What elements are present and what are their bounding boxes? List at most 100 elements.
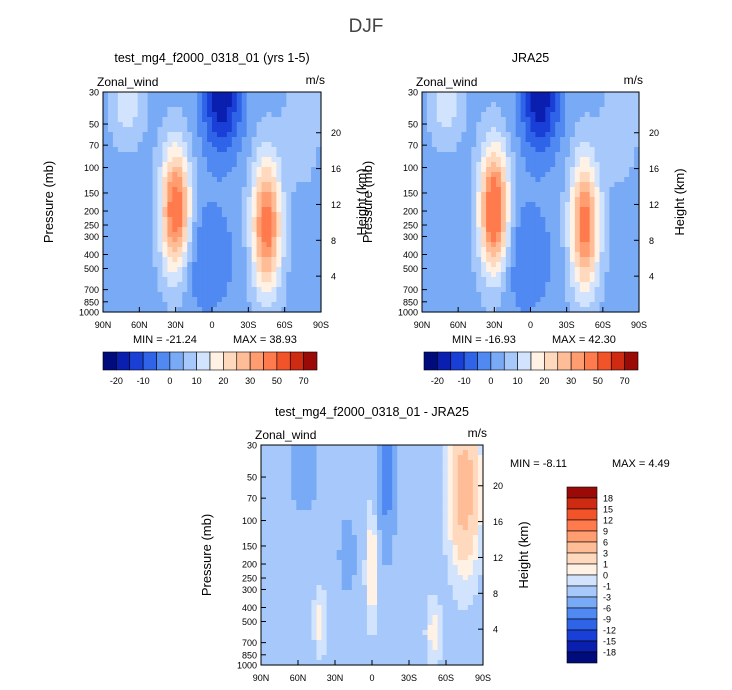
field-cell	[117, 122, 124, 128]
field-cell	[212, 252, 218, 258]
field-cell	[202, 297, 208, 303]
field-cell	[162, 252, 168, 258]
field-cell	[122, 262, 129, 268]
field-cell	[326, 640, 333, 646]
field-cell	[256, 222, 263, 228]
field-cell	[306, 450, 313, 456]
field-cell	[157, 287, 164, 293]
field-cell	[216, 252, 223, 258]
field-cell	[476, 212, 482, 218]
field-cell	[569, 107, 576, 113]
field-cell	[266, 565, 272, 571]
field-cell	[281, 630, 287, 636]
field-cell	[530, 142, 537, 148]
field-cell	[286, 97, 292, 103]
field-cell	[177, 202, 183, 208]
field-cell	[321, 505, 328, 511]
field-cell	[486, 247, 492, 253]
field-cell	[456, 142, 463, 148]
field-cell	[266, 560, 272, 566]
field-cell	[456, 107, 463, 113]
field-cell	[356, 535, 363, 541]
field-cell	[286, 525, 292, 531]
field-cell	[182, 197, 188, 203]
field-cell	[271, 97, 277, 103]
field-cell	[535, 97, 541, 103]
field-cell	[624, 132, 630, 138]
field-cell	[212, 282, 218, 288]
field-cell	[266, 162, 273, 168]
field-cell	[291, 515, 297, 521]
field-cell	[604, 257, 611, 263]
field-cell	[594, 227, 601, 233]
field-cell	[486, 257, 492, 263]
field-cell	[276, 580, 282, 586]
field-cell	[162, 287, 168, 293]
field-cell	[276, 132, 282, 138]
field-cell	[301, 640, 308, 646]
field-cell	[422, 172, 428, 178]
field-cell	[436, 152, 443, 158]
field-cell	[361, 590, 368, 596]
field-cell	[271, 217, 277, 223]
field-cell	[431, 202, 438, 208]
field-cell	[221, 217, 228, 223]
field-cell	[122, 292, 129, 298]
field-cell	[515, 302, 522, 308]
field-cell	[520, 272, 527, 278]
field-cell	[231, 247, 238, 253]
field-cell	[192, 162, 198, 168]
field-cell	[520, 152, 527, 158]
field-cell	[346, 460, 353, 466]
field-cell	[152, 212, 159, 218]
field-cell	[147, 182, 154, 188]
field-cell	[162, 152, 168, 158]
field-cell	[142, 247, 149, 253]
field-cell	[481, 157, 487, 163]
field-cell	[520, 102, 527, 108]
field-cell	[157, 92, 164, 98]
field-cell	[132, 302, 139, 308]
field-cell	[500, 277, 507, 283]
field-cell	[451, 202, 458, 208]
field-cell	[589, 127, 596, 133]
field-cell	[311, 92, 317, 98]
field-cell	[422, 207, 428, 213]
field-cell	[271, 202, 277, 208]
field-cell	[530, 147, 537, 153]
field-cell	[321, 660, 328, 666]
field-cell	[525, 97, 532, 103]
field-cell	[579, 147, 586, 153]
field-cell	[634, 227, 640, 233]
field-cell	[157, 257, 164, 263]
field-cell	[550, 212, 556, 218]
field-cell	[609, 247, 615, 253]
field-cell	[515, 127, 522, 133]
field-cell	[356, 660, 363, 666]
field-cell	[266, 137, 273, 143]
field-cell	[103, 192, 109, 198]
field-cell	[634, 177, 640, 183]
field-cell	[505, 307, 512, 313]
field-cell	[231, 257, 238, 263]
field-cell	[256, 107, 263, 113]
field-cell	[291, 640, 297, 646]
field-cell	[486, 252, 492, 258]
field-cell	[614, 147, 620, 153]
field-cell	[456, 242, 463, 248]
field-cell	[491, 142, 497, 148]
field-cell	[226, 92, 233, 98]
field-cell	[266, 475, 272, 481]
field-cell	[207, 212, 213, 218]
field-cell	[456, 292, 463, 298]
field-cell	[535, 92, 541, 98]
field-cell	[341, 500, 348, 506]
field-cell	[132, 267, 139, 273]
field-cell	[634, 162, 640, 168]
field-cell	[286, 475, 292, 481]
field-cell	[197, 157, 203, 163]
field-cell	[127, 167, 134, 173]
field-cell	[261, 635, 267, 641]
field-cell	[545, 127, 551, 133]
field-cell	[197, 117, 203, 123]
